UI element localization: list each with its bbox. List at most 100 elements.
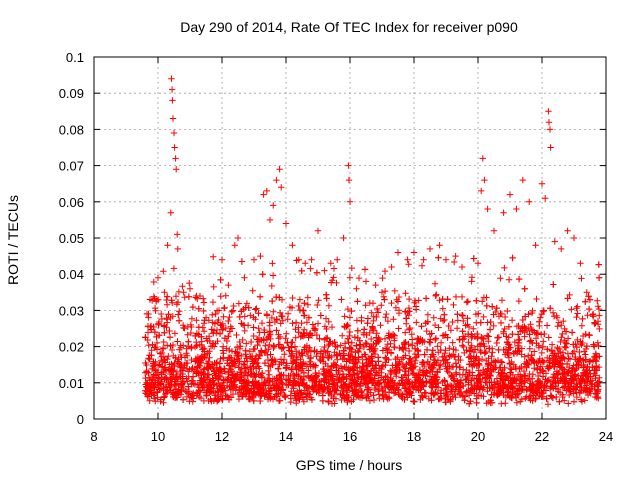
data-point bbox=[489, 349, 496, 356]
data-point bbox=[156, 332, 163, 339]
data-point bbox=[371, 345, 379, 353]
data-point bbox=[275, 385, 282, 392]
data-point bbox=[169, 341, 177, 349]
data-point bbox=[213, 359, 221, 366]
data-point bbox=[174, 245, 181, 253]
data-point bbox=[518, 380, 525, 387]
data-point bbox=[180, 289, 187, 296]
data-point bbox=[454, 378, 461, 385]
data-point bbox=[490, 357, 498, 364]
data-point bbox=[239, 321, 247, 328]
data-point bbox=[218, 322, 225, 329]
data-point bbox=[164, 316, 171, 323]
data-point bbox=[162, 390, 169, 398]
data-point bbox=[407, 355, 414, 363]
data-point bbox=[538, 180, 546, 187]
data-point bbox=[552, 357, 559, 364]
data-point bbox=[545, 119, 553, 126]
data-point bbox=[145, 369, 152, 377]
data-point bbox=[446, 352, 453, 359]
data-point bbox=[247, 338, 255, 346]
data-point bbox=[412, 386, 420, 393]
data-point bbox=[415, 297, 422, 304]
data-point bbox=[264, 356, 272, 364]
data-point bbox=[573, 343, 580, 351]
data-point bbox=[578, 378, 586, 385]
data-point bbox=[158, 310, 165, 318]
data-point bbox=[516, 348, 523, 355]
data-point bbox=[147, 386, 154, 394]
data-point bbox=[226, 346, 233, 354]
data-point bbox=[433, 383, 440, 390]
data-point bbox=[433, 291, 440, 298]
data-point bbox=[563, 360, 571, 368]
data-point bbox=[379, 347, 387, 354]
data-point bbox=[451, 353, 458, 360]
data-point bbox=[198, 341, 205, 349]
data-point bbox=[345, 338, 352, 346]
data-point bbox=[559, 330, 566, 338]
data-point bbox=[432, 377, 439, 384]
data-point bbox=[456, 364, 463, 371]
data-point bbox=[470, 355, 477, 362]
data-point bbox=[558, 322, 565, 329]
data-point bbox=[270, 308, 277, 315]
data-point bbox=[301, 300, 308, 307]
data-points-layer bbox=[142, 75, 603, 408]
data-point bbox=[188, 393, 196, 400]
data-point bbox=[426, 379, 434, 386]
data-point bbox=[400, 346, 407, 353]
data-point bbox=[363, 380, 371, 387]
data-point bbox=[156, 361, 163, 368]
data-point bbox=[261, 359, 269, 367]
data-point bbox=[235, 364, 242, 371]
data-point bbox=[402, 290, 409, 297]
data-point bbox=[482, 379, 489, 386]
data-point bbox=[384, 395, 391, 403]
data-point bbox=[570, 398, 578, 405]
data-point bbox=[305, 314, 313, 321]
data-point bbox=[467, 386, 474, 394]
data-point bbox=[460, 335, 468, 343]
data-point bbox=[413, 372, 420, 379]
data-point bbox=[373, 305, 381, 313]
data-point bbox=[554, 371, 561, 378]
data-point bbox=[579, 315, 586, 323]
data-point bbox=[406, 308, 413, 315]
data-point bbox=[562, 380, 569, 387]
data-point bbox=[273, 380, 280, 388]
data-point bbox=[157, 350, 164, 357]
data-point bbox=[150, 278, 157, 286]
data-point bbox=[270, 384, 277, 391]
data-point bbox=[331, 381, 339, 388]
data-point bbox=[269, 272, 277, 279]
data-point bbox=[535, 381, 543, 388]
data-point bbox=[569, 375, 576, 383]
data-point bbox=[328, 323, 336, 331]
data-point bbox=[308, 396, 316, 403]
data-point bbox=[324, 348, 331, 355]
data-point bbox=[151, 328, 158, 336]
data-point bbox=[330, 380, 337, 387]
data-point bbox=[444, 381, 451, 389]
data-point bbox=[309, 383, 316, 390]
data-point bbox=[444, 365, 451, 372]
data-point bbox=[332, 361, 339, 368]
data-point bbox=[321, 375, 328, 382]
data-point bbox=[505, 276, 513, 283]
data-point bbox=[441, 378, 449, 385]
data-point bbox=[521, 372, 528, 380]
data-point bbox=[296, 296, 304, 303]
data-point bbox=[591, 386, 599, 394]
data-point bbox=[165, 311, 172, 318]
data-point bbox=[498, 359, 506, 366]
data-point bbox=[283, 364, 291, 371]
data-point bbox=[392, 355, 399, 363]
data-point bbox=[278, 312, 285, 320]
data-point bbox=[265, 367, 272, 375]
data-point bbox=[409, 342, 416, 349]
data-point bbox=[526, 345, 533, 352]
data-point bbox=[593, 390, 601, 397]
data-point bbox=[301, 344, 308, 351]
data-point bbox=[300, 380, 308, 387]
